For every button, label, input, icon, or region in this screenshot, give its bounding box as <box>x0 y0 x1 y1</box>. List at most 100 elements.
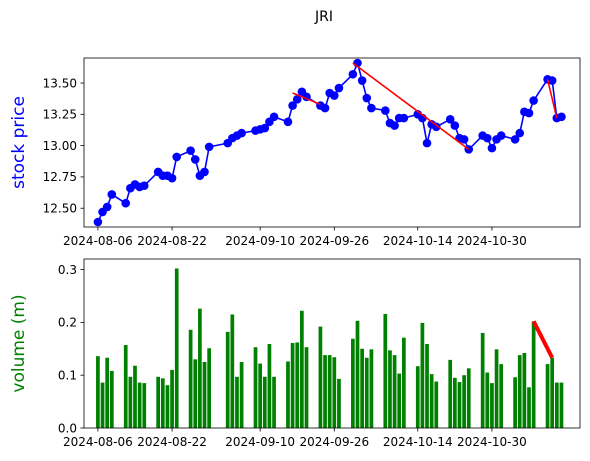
price-point <box>269 112 279 122</box>
price-point <box>515 128 525 138</box>
price-ytick-label: 13.00 <box>43 139 77 153</box>
price-panel: 12.50 12.75 13.00 13.25 13.50 2024-08-06 2024-… <box>9 57 581 248</box>
volume-xtick-label: 2024-08-22 <box>137 435 207 449</box>
volume-bar <box>494 349 499 428</box>
price-xtick-label: 2024-10-30 <box>457 234 527 248</box>
price-xtick-label: 2024-08-06 <box>63 234 133 248</box>
volume-bar <box>351 338 355 428</box>
price-point <box>237 128 246 138</box>
volume-bar <box>448 359 453 428</box>
volume-bar <box>420 322 425 428</box>
price-point <box>190 155 200 164</box>
price-line <box>97 60 562 223</box>
price-trend-line <box>292 92 321 106</box>
volume-bar <box>415 366 420 428</box>
volume-bar <box>253 347 258 428</box>
volume-bar <box>304 347 309 428</box>
price-point <box>445 115 455 124</box>
volume-bar <box>286 361 290 428</box>
price-ytick-label: 13.50 <box>43 76 77 90</box>
price-xtick-label: 2024-08-22 <box>137 234 207 248</box>
volume-bar <box>355 320 360 428</box>
volume-bar <box>272 376 276 428</box>
volume-bar <box>235 376 239 428</box>
price-point <box>121 198 131 208</box>
price-point <box>367 103 376 113</box>
volume-bar <box>425 344 429 428</box>
volume-bar <box>174 268 179 428</box>
chart-title: JRI <box>314 9 333 25</box>
price-point <box>399 113 409 123</box>
price-xtick-label: 2024-09-26 <box>299 234 369 248</box>
volume-bar <box>239 361 244 428</box>
price-point <box>283 117 293 127</box>
price-point <box>362 93 372 103</box>
volume-bar <box>142 383 147 428</box>
volume-bar <box>545 364 550 428</box>
price-axes-frame <box>83 57 581 228</box>
volume-bar <box>170 369 174 428</box>
volume-bar <box>109 370 114 428</box>
price-point <box>334 83 344 93</box>
price-ytick-label: 12.50 <box>43 202 77 216</box>
price-point <box>557 112 566 122</box>
volume-bar <box>499 364 504 428</box>
volume-bar <box>364 357 369 428</box>
price-point <box>102 202 112 212</box>
volume-bar <box>123 345 128 428</box>
volume-bar <box>466 368 471 428</box>
price-point <box>450 121 460 130</box>
volume-bar <box>559 382 564 428</box>
price-point <box>510 135 520 144</box>
volume-bar <box>198 308 202 428</box>
volume-bar <box>100 382 105 428</box>
price-point <box>292 95 302 104</box>
volume-bar <box>156 376 161 428</box>
volume-bar <box>327 355 332 428</box>
volume-bar <box>434 381 439 428</box>
volume-xtick-label: 2024-09-10 <box>225 435 295 449</box>
volume-bar <box>230 314 235 428</box>
price-point <box>390 121 399 130</box>
volume-bar <box>105 357 110 428</box>
volume-bar <box>128 376 133 428</box>
volume-ytick-label: 0.3 <box>58 263 77 277</box>
volume-bar <box>531 321 536 428</box>
volume-bar <box>485 372 490 428</box>
price-point <box>482 133 492 143</box>
volume-ytick-label: 0.0 <box>58 421 77 435</box>
volume-bar <box>188 329 193 428</box>
price-point <box>459 135 469 144</box>
volume-bar <box>96 356 100 428</box>
volume-bar <box>457 382 462 428</box>
price-point <box>288 101 297 110</box>
volume-xtick-label: 2024-08-06 <box>63 435 133 449</box>
volume-bar <box>202 361 207 428</box>
price-trend-line <box>546 79 558 119</box>
price-point <box>524 108 534 118</box>
volume-bar <box>429 374 434 428</box>
volume-bar <box>295 342 300 428</box>
volume-bar <box>550 357 555 428</box>
volume-bar <box>193 359 198 428</box>
price-point <box>547 76 557 85</box>
volume-ytick-label: 0.1 <box>58 368 77 382</box>
price-point <box>432 122 441 132</box>
volume-xtick-label: 2024-09-26 <box>299 435 369 449</box>
volume-bar <box>290 342 295 428</box>
price-point <box>487 143 497 153</box>
volume-bar <box>392 355 397 428</box>
volume-bar <box>462 375 466 428</box>
price-point <box>93 217 103 227</box>
volume-bar <box>160 378 165 428</box>
price-point <box>186 146 195 155</box>
volume-bar <box>337 378 341 428</box>
price-ytick-label: 13.25 <box>43 108 77 122</box>
price-point <box>139 181 149 190</box>
volume-trend-line <box>531 320 554 359</box>
volume-bar <box>332 357 337 428</box>
price-point <box>320 103 330 113</box>
volume-bar <box>554 382 559 428</box>
